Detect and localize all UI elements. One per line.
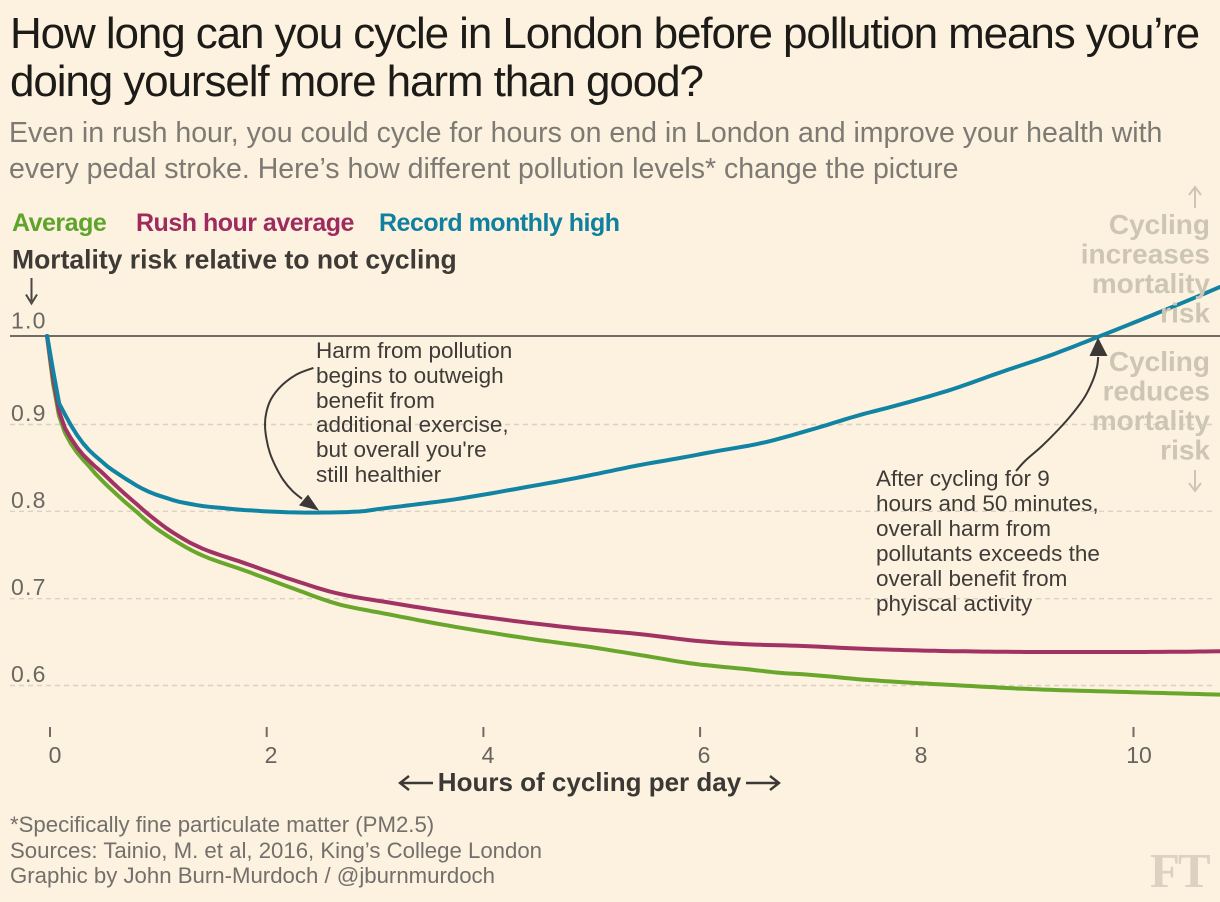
- svg-text:additional exercise,: additional exercise,: [316, 412, 509, 437]
- svg-text:Sources: Tainio, M. et al, 201: Sources: Tainio, M. et al, 2016, King’s …: [10, 838, 542, 863]
- svg-text:0: 0: [49, 742, 62, 768]
- svg-text:Mortality risk relative to not: Mortality risk relative to not cycling: [12, 245, 457, 275]
- svg-text:Average: Average: [12, 209, 107, 237]
- svg-text:increases: increases: [1081, 239, 1210, 270]
- svg-text:hours and 50 minutes,: hours and 50 minutes,: [876, 491, 1099, 516]
- svg-text:but overall you're: but overall you're: [316, 437, 487, 462]
- svg-text:Record monthly high: Record monthly high: [379, 209, 620, 237]
- svg-text:overall benefit from: overall benefit from: [876, 566, 1067, 591]
- svg-text:still healthier: still healthier: [316, 462, 442, 487]
- svg-text:2: 2: [265, 742, 278, 768]
- svg-text:Rush hour average: Rush hour average: [136, 209, 355, 237]
- svg-text:Cycling: Cycling: [1109, 346, 1210, 377]
- svg-text:risk: risk: [1160, 298, 1210, 329]
- svg-text:doing yourself more harm than: doing yourself more harm than good?: [10, 57, 703, 106]
- svg-text:risk: risk: [1160, 435, 1210, 466]
- svg-text:How long can you cycle in Lond: How long can you cycle in London before …: [10, 9, 1199, 58]
- svg-text:6: 6: [698, 742, 711, 768]
- svg-text:Cycling: Cycling: [1109, 209, 1210, 240]
- svg-text:pollutants exceeds the: pollutants exceeds the: [876, 541, 1100, 566]
- svg-text:FT: FT: [1150, 843, 1210, 898]
- svg-text:After cycling for 9: After cycling for 9: [876, 466, 1050, 491]
- svg-text:benefit from: benefit from: [316, 388, 435, 413]
- svg-text:every pedal stroke. Here’s how: every pedal stroke. Here’s how different…: [9, 153, 959, 185]
- svg-text:overall harm from: overall harm from: [876, 516, 1051, 541]
- svg-text:begins to outweigh: begins to outweigh: [316, 363, 504, 388]
- svg-text:Graphic by John Burn-Murdoch /: Graphic by John Burn-Murdoch / @jburnmur…: [10, 863, 495, 888]
- svg-text:0.6: 0.6: [11, 661, 47, 687]
- svg-text:0.9: 0.9: [11, 400, 47, 426]
- svg-text:mortality: mortality: [1092, 405, 1211, 436]
- svg-text:Harm from pollution: Harm from pollution: [316, 338, 512, 363]
- svg-text:Hours of cycling per day: Hours of cycling per day: [438, 767, 742, 797]
- svg-text:*Specifically fine particulate: *Specifically fine particulate matter (P…: [10, 812, 434, 837]
- svg-text:mortality: mortality: [1092, 268, 1211, 299]
- svg-text:Even in rush hour, you could c: Even in rush hour, you could cycle for h…: [9, 117, 1162, 149]
- svg-text:0.8: 0.8: [11, 487, 47, 513]
- svg-text:10: 10: [1126, 742, 1152, 768]
- svg-text:4: 4: [482, 742, 495, 768]
- svg-text:0.7: 0.7: [11, 574, 47, 600]
- svg-text:8: 8: [915, 742, 928, 768]
- svg-text:reduces: reduces: [1103, 376, 1210, 407]
- svg-text:phyiscal activity: phyiscal activity: [876, 591, 1033, 616]
- svg-text:1.0: 1.0: [11, 308, 47, 334]
